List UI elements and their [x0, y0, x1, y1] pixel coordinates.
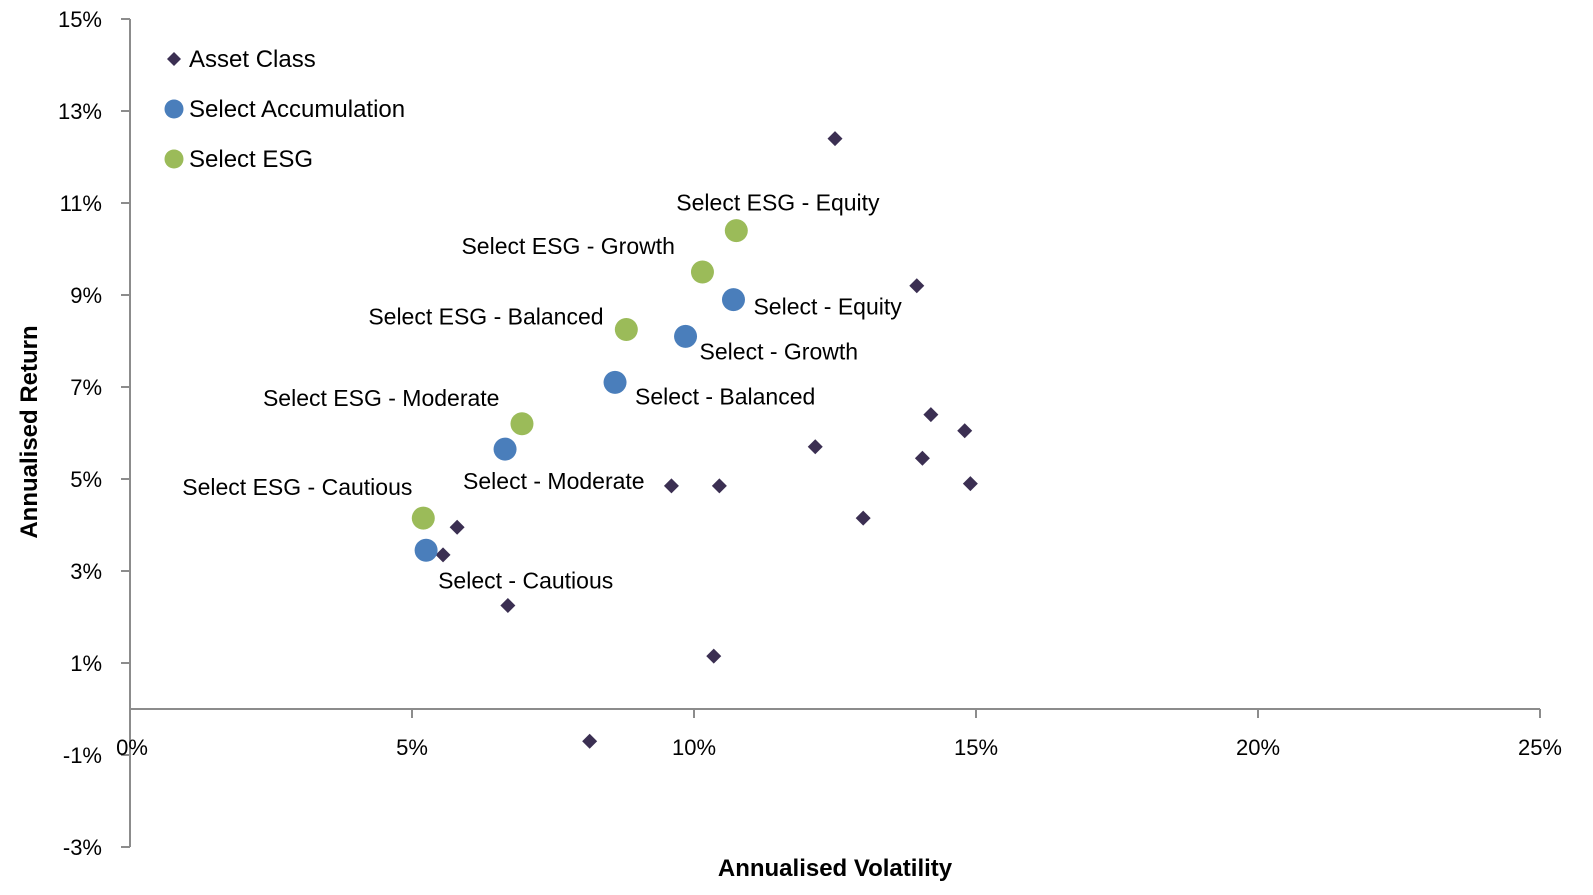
- x-tick-label: 0%: [116, 735, 148, 760]
- select-accumulation-point: [414, 538, 438, 562]
- data-points: [411, 131, 978, 749]
- tick-labels: -3% -1% 1% 3% 5% 7% 9% 11% 13% 15% 0% 5% 10% 15% 20% 25…: [58, 7, 1562, 860]
- legend-marker: [164, 149, 184, 169]
- asset-class-point: [582, 733, 598, 749]
- legend-entry: Select Accumulation: [164, 96, 405, 123]
- y-tick-label: -1%: [63, 743, 102, 768]
- data-label: Select ESG - Equity: [676, 190, 880, 216]
- asset-class-point: [957, 423, 973, 439]
- asset-class-point: [711, 478, 727, 494]
- asset-class-point: [435, 547, 451, 563]
- data-label: Select - Moderate: [463, 468, 645, 494]
- y-tick-label: -3%: [63, 835, 102, 860]
- data-label: Select - Equity: [753, 294, 902, 320]
- legend-marker: [167, 52, 181, 66]
- legend-label: Select Accumulation: [189, 96, 405, 123]
- select-esg-point: [690, 260, 714, 284]
- y-tick-label: 1%: [70, 651, 102, 676]
- x-axis-title: Annualised Volatility: [718, 855, 953, 882]
- select-esg-point: [614, 318, 638, 341]
- select-accumulation-point: [493, 437, 517, 461]
- x-tick-label: 15%: [954, 735, 998, 760]
- x-tick-label: 10%: [672, 735, 716, 760]
- x-tick-label: 20%: [1236, 735, 1280, 760]
- axes: [121, 18, 1541, 848]
- y-tick-label: 7%: [70, 375, 102, 400]
- y-tick-label: 15%: [58, 7, 102, 32]
- asset-class-point: [962, 476, 978, 492]
- asset-class-point: [449, 519, 465, 535]
- legend-entry: Asset Class: [167, 46, 316, 73]
- asset-class-point: [663, 478, 679, 494]
- x-tick-label: 5%: [396, 735, 428, 760]
- data-label: Select - Growth: [700, 338, 859, 364]
- asset-class-point: [914, 450, 930, 466]
- y-tick-label: 3%: [70, 559, 102, 584]
- x-tick-label: 25%: [1518, 735, 1562, 760]
- y-axis-title: Annualised Return: [16, 325, 43, 538]
- legend-entry: Select ESG: [164, 146, 313, 173]
- data-label: Select ESG - Cautious: [182, 474, 412, 500]
- data-label: Select ESG - Moderate: [263, 385, 500, 411]
- legend-label: Asset Class: [189, 46, 316, 73]
- asset-class-point: [827, 131, 843, 147]
- asset-class-point: [923, 407, 939, 423]
- legend: Asset Class Select Accumulation Select ESG: [164, 46, 405, 173]
- y-tick-label: 9%: [70, 283, 102, 308]
- asset-class-point: [807, 439, 823, 455]
- select-accumulation-point: [603, 370, 627, 394]
- y-tick-label: 5%: [70, 467, 102, 492]
- point-labels: Select - Equity Select - Growth Select - B…: [182, 190, 902, 594]
- asset-class-point: [909, 278, 925, 294]
- data-label: Select ESG - Balanced: [368, 304, 603, 330]
- legend-marker: [164, 99, 184, 119]
- select-esg-point: [724, 219, 748, 243]
- legend-label: Select ESG: [189, 146, 313, 173]
- asset-class-point: [706, 648, 722, 664]
- select-accumulation-point: [674, 324, 698, 348]
- asset-class-point: [855, 510, 871, 526]
- data-label: Select - Cautious: [438, 567, 613, 593]
- select-esg-point: [510, 412, 534, 436]
- select-accumulation-point: [721, 288, 745, 312]
- y-tick-label: 13%: [58, 99, 102, 124]
- data-label: Select - Balanced: [635, 383, 815, 409]
- asset-class-point: [500, 598, 516, 613]
- data-label: Select ESG - Growth: [461, 233, 674, 259]
- y-tick-label: 11%: [60, 191, 102, 216]
- select-esg-point: [411, 506, 435, 530]
